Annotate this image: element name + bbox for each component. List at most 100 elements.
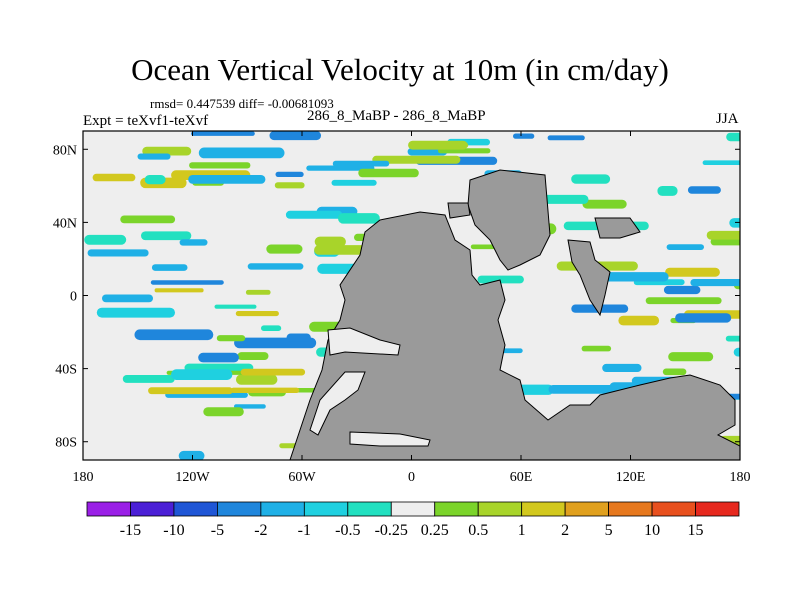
inland-sea-channel	[349, 431, 431, 447]
anomaly-patch	[274, 182, 305, 189]
colorbar-swatch	[260, 501, 305, 517]
colorbar-swatch	[695, 501, 740, 517]
inland-sea-west	[327, 327, 401, 356]
anomaly-patch	[729, 218, 740, 228]
colorbar-label: 15	[688, 522, 704, 539]
anomaly-patch	[237, 352, 269, 360]
anomaly-patch	[668, 352, 714, 362]
anomaly-patch	[338, 213, 380, 224]
colorbar: -15 -10 -5 -2 -1 -0.5 -0.25 0.25 0.5 1 2 5 10 15	[86, 501, 740, 539]
anomaly-patch	[582, 199, 627, 209]
land-north-block	[467, 169, 551, 271]
stats-label: rmsd= 0.447539 diff= -0.00681093	[150, 96, 334, 111]
anomaly-patch	[144, 175, 166, 185]
colorbar-label: -1	[298, 522, 311, 539]
land-peninsula-east	[567, 239, 611, 317]
land-island-east	[594, 217, 641, 239]
land-africa-eurasia	[289, 211, 740, 460]
colorbar-swatch	[608, 501, 653, 517]
anomaly-patch	[332, 160, 390, 167]
anomaly-patch	[261, 325, 282, 331]
anomaly-patch	[134, 329, 214, 341]
anomaly-patch	[286, 333, 311, 342]
anomaly-patch	[513, 133, 535, 139]
colorbar-swatch	[390, 501, 436, 517]
colorbar-label: 0.25	[421, 522, 449, 539]
anomaly-patch	[665, 267, 720, 277]
colorbar-label: -2	[254, 522, 267, 539]
anomaly-patch	[234, 404, 266, 409]
y-tick-label: 0	[70, 290, 77, 305]
anomaly-patch	[230, 387, 300, 393]
anomaly-patch	[266, 244, 303, 254]
anomaly-patch	[690, 279, 740, 287]
anomaly-patch	[314, 236, 346, 247]
anomaly-patch	[581, 345, 612, 352]
anomaly-patch	[733, 347, 740, 357]
inland-sea-south	[309, 371, 366, 436]
anomaly-patch	[662, 368, 687, 376]
anomaly-patch	[240, 368, 306, 376]
anomaly-patch	[739, 136, 740, 141]
anomaly-patch	[407, 148, 448, 156]
anomaly-patch	[137, 153, 171, 160]
anomaly-patch	[331, 179, 377, 186]
colorbar-swatch	[86, 501, 131, 517]
anomaly-patch	[306, 165, 375, 171]
colorbar-swatch	[434, 501, 479, 517]
land-small-isle	[447, 202, 471, 219]
season-label: JJA	[716, 111, 739, 127]
anomaly-patch	[706, 230, 740, 240]
x-tick-label: 60E	[510, 470, 533, 485]
colorbar-label: -0.5	[335, 522, 360, 539]
anomaly-patch	[122, 375, 175, 383]
colorbar-swatch	[130, 501, 175, 517]
anomaly-patch	[666, 244, 704, 250]
colorbar-label: -5	[211, 522, 224, 539]
anomaly-patch	[92, 173, 136, 182]
y-tick-label: 80S	[55, 436, 77, 451]
colorbar-swatch	[216, 501, 262, 517]
anomaly-patch	[189, 162, 251, 169]
experiment-label: Expt = teXvf1-teXvf	[83, 113, 209, 129]
colorbar-label: 2	[561, 522, 569, 539]
colorbar-swatch	[303, 501, 349, 517]
anomaly-patch	[150, 280, 224, 285]
anomaly-patch	[602, 363, 642, 372]
colorbar-label: -0.25	[375, 522, 408, 539]
anomaly-patch	[141, 231, 192, 241]
anomaly-patch	[84, 234, 127, 245]
anomaly-patch	[663, 285, 701, 295]
colorbar-swatch	[521, 501, 566, 517]
anomaly-patch	[120, 215, 176, 224]
x-tick-label: 180	[730, 470, 751, 485]
anomaly-patch	[154, 288, 204, 293]
anomaly-patch	[87, 249, 149, 257]
x-tick-label: 120W	[175, 470, 210, 485]
colorbar-label: 10	[644, 522, 660, 539]
colorbar-swatch	[347, 501, 392, 517]
anomaly-patch	[372, 155, 461, 164]
anomaly-patch	[710, 237, 740, 246]
anomaly-patch	[408, 140, 468, 150]
anomaly-patch	[216, 335, 246, 342]
anomaly-patch	[547, 135, 585, 141]
colorbar-label: 5	[605, 522, 613, 539]
anomaly-patch	[171, 369, 233, 380]
x-tick-label: 120E	[616, 470, 646, 485]
anomaly-patch	[618, 315, 660, 326]
anomaly-patch	[236, 374, 278, 385]
colorbar-swatch	[564, 501, 610, 517]
y-axis: 80N 40N 0 40S 80S	[53, 143, 740, 451]
anomaly-patch	[571, 174, 611, 184]
colorbar-swatch	[477, 501, 523, 517]
land-mask	[289, 169, 740, 460]
x-axis: 180 120W 60W 0 60E 120E 180	[73, 131, 751, 485]
anomaly-patch	[235, 311, 279, 317]
anomaly-patch	[269, 131, 321, 141]
chart-title: Ocean Vertical Velocity at 10m (in cm/da…	[131, 52, 669, 87]
anomaly-patch	[142, 146, 192, 156]
anomaly-patch	[285, 210, 343, 219]
anomaly-patch	[548, 385, 620, 394]
